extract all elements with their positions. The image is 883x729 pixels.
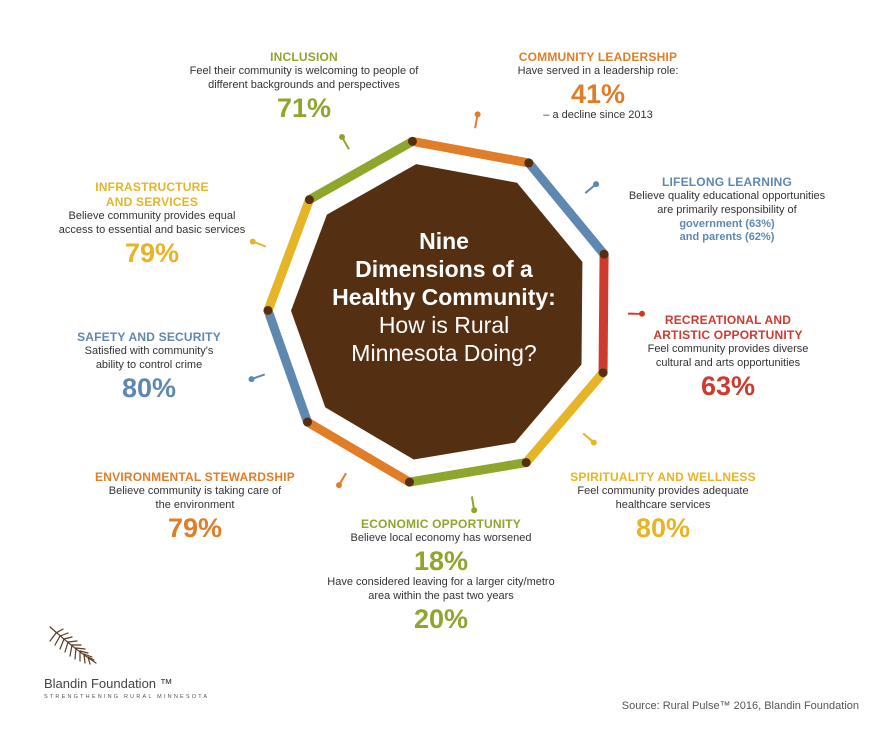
- dimension-desc: are primarily responsibility of: [657, 203, 797, 216]
- dimension-title: ENVIRONMENTAL STEWARDSHIP: [95, 470, 295, 484]
- dimension-percent: 20%: [413, 603, 469, 634]
- pin-dot-environmental-stewardship: [335, 482, 342, 489]
- dimension-percent: 63%: [700, 370, 756, 401]
- ring-vertex-dot: [524, 158, 534, 168]
- dimension-lifelong-learning: LIFELONG LEARNING Believe quality educat…: [612, 175, 842, 245]
- dimension-desc: Have considered leaving for a larger cit…: [327, 576, 555, 589]
- ring-segment-lifelong-learning: [524, 158, 609, 259]
- dimension-desc: area within the past two years: [368, 590, 514, 603]
- ring-vertex-dot: [599, 249, 609, 259]
- dimension-title: ECONOMIC OPPORTUNITY: [360, 517, 521, 531]
- pin-dot-safety-security: [248, 376, 255, 383]
- center-line-2: Dimensions of a: [355, 256, 533, 282]
- dimension-percent: 80%: [635, 512, 691, 543]
- dimension-recreational-artistic: RECREATIONAL AND ARTISTIC OPPORTUNITY Fe…: [628, 313, 828, 401]
- ring-vertex-dot: [304, 195, 314, 205]
- dimension-desc: healthcare services: [615, 498, 711, 511]
- ring-vertex-dot: [303, 417, 313, 427]
- dimension-desc: Feel community provides adequate: [577, 485, 749, 497]
- pin-dot-lifelong-learning: [593, 181, 600, 188]
- dimension-title: ARTISTIC OPPORTUNITY: [653, 328, 803, 342]
- logo-name: Blandin Foundation ™: [44, 676, 173, 691]
- dimension-community-leadership: COMMUNITY LEADERSHIP Have served in a le…: [500, 50, 696, 123]
- dimension-percent: 41%: [570, 78, 626, 109]
- ring-segment-safety-security: [263, 305, 313, 427]
- blandin-foundation-logo: Blandin Foundation ™ STRENGTHENING RURAL…: [44, 623, 214, 700]
- dimension-title: COMMUNITY LEADERSHIP: [518, 50, 678, 64]
- dimension-percent: 79%: [167, 512, 223, 543]
- ring-vertex-dot: [263, 305, 273, 315]
- dimension-desc: Feel community provides diverse: [647, 343, 809, 355]
- dimension-percent: 80%: [121, 372, 177, 403]
- ring-vertex-dot: [521, 458, 531, 468]
- dimension-title: RECREATIONAL AND: [664, 313, 792, 327]
- dimension-desc: Believe community is taking care of: [108, 485, 282, 497]
- dimension-title: AND SERVICES: [105, 195, 199, 209]
- ring-segment-spirituality-wellness: [521, 368, 608, 468]
- dimension-desc: Believe community provides equal: [68, 210, 236, 222]
- dimension-desc: Believe local economy has worsened: [350, 532, 532, 544]
- dimension-percent: 18%: [413, 545, 469, 576]
- dimension-desc: cultural and arts opportunities: [655, 356, 801, 369]
- dimension-percent: 71%: [276, 92, 332, 123]
- dimension-desc: ability to control crime: [95, 358, 203, 371]
- dimension-safety-security: SAFETY AND SECURITY Satisfied with commu…: [66, 330, 232, 403]
- dimension-desc: the environment: [155, 498, 235, 511]
- pin-dot-community-leadership: [474, 111, 481, 118]
- ring-vertex-dot: [598, 368, 608, 378]
- dimension-spirituality-wellness: SPIRITUALITY AND WELLNESS Feel community…: [560, 470, 766, 543]
- ring-segment-environmental-stewardship: [303, 417, 414, 487]
- ring-segment-inclusion: [304, 136, 417, 205]
- ring-segment-recreational-artistic: [598, 249, 609, 378]
- dimension-percent: 79%: [124, 237, 180, 268]
- dimension-economic-opportunity: ECONOMIC OPPORTUNITY Believe local econo…: [306, 517, 576, 635]
- center-nonagon: [291, 164, 583, 460]
- dimension-title: SAFETY AND SECURITY: [77, 330, 221, 344]
- pin-dot-economic-opportunity: [471, 507, 478, 514]
- ring-vertex-dot: [407, 136, 417, 146]
- pin-dot-inclusion: [339, 134, 346, 141]
- dimension-title: INFRASTRUCTURE: [95, 180, 209, 194]
- logo-tagline: STRENGTHENING RURAL MINNESOTA: [44, 694, 210, 700]
- dimension-title: INCLUSION: [270, 50, 338, 64]
- center-title: Nine Dimensions of a Healthy Community: …: [296, 227, 592, 367]
- pine-branch-icon: [49, 626, 97, 665]
- dimension-desc: Satisfied with community's: [84, 345, 214, 357]
- ring-vertex-dot: [404, 477, 414, 487]
- dimension-note: – a decline since 2013: [543, 109, 653, 122]
- dimension-highlight: government (63%): [679, 217, 775, 230]
- pin-dot-spirituality-wellness: [590, 439, 597, 446]
- ring-segment-community-leadership: [407, 136, 534, 168]
- dimension-infrastructure-services: INFRASTRUCTURE AND SERVICES Believe comm…: [52, 180, 252, 268]
- source-note: Source: Rural Pulse™ 2016, Blandin Found…: [621, 700, 859, 712]
- center-line-1: Nine: [419, 228, 469, 254]
- dimension-title: SPIRITUALITY AND WELLNESS: [570, 470, 756, 484]
- dimension-desc: access to essential and basic services: [58, 223, 246, 236]
- pin-dot-recreational-artistic: [638, 310, 645, 317]
- dimension-desc: Feel their community is welcoming to peo…: [189, 65, 419, 77]
- dimension-highlight: and parents (62%): [679, 231, 775, 244]
- center-line-5: Minnesota Doing?: [351, 340, 537, 366]
- dimension-title: LIFELONG LEARNING: [661, 175, 793, 189]
- center-line-3: Healthy Community:: [332, 284, 556, 310]
- ring-segment-infrastructure-services: [263, 195, 314, 315]
- ring-segment-economic-opportunity: [404, 458, 531, 487]
- dimension-desc: Have served in a leadership role:: [517, 65, 679, 77]
- center-line-4: How is Rural: [378, 312, 510, 338]
- dimension-desc: different backgrounds and perspectives: [208, 78, 400, 91]
- dimension-environmental-stewardship: ENVIRONMENTAL STEWARDSHIP Believe commun…: [90, 470, 300, 543]
- pin-dot-infrastructure-services: [249, 238, 256, 245]
- dimension-desc: Believe quality educational opportunitie…: [628, 190, 826, 202]
- dimension-inclusion: INCLUSION Feel their community is welcom…: [176, 50, 432, 123]
